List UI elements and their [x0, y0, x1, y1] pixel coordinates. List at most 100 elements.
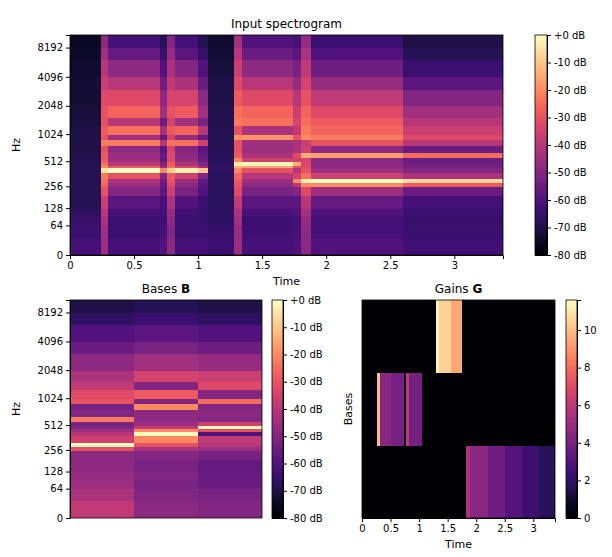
cell [160, 153, 168, 159]
cell [311, 139, 404, 146]
cell [403, 106, 503, 118]
cell [198, 35, 209, 48]
cell [108, 238, 160, 255]
cell [311, 106, 404, 118]
cell [101, 186, 109, 196]
cell [293, 139, 301, 146]
cell [234, 168, 242, 173]
panel: 00.511.522.53Gains GTimeBases0246810 [342, 282, 597, 551]
cell [470, 300, 488, 373]
tick-label: 6 [584, 400, 590, 411]
cell [70, 450, 135, 460]
cell [293, 35, 301, 48]
tick-label: 8192 [38, 42, 63, 53]
tick-mark [419, 518, 420, 522]
cell [175, 238, 199, 255]
cell [101, 146, 109, 154]
cell [108, 161, 160, 165]
cell [198, 501, 262, 518]
cell [403, 125, 503, 135]
cell [403, 134, 503, 140]
cell [70, 442, 135, 446]
cell [403, 139, 503, 146]
cell [70, 479, 135, 489]
title: Bases B [142, 282, 190, 296]
cell [70, 106, 101, 118]
cell [311, 186, 404, 196]
cell [70, 341, 135, 354]
cell [403, 161, 503, 165]
tick-mark [547, 90, 551, 91]
cell [160, 139, 168, 146]
cell [70, 118, 101, 126]
cell [403, 172, 503, 179]
cell [208, 225, 234, 238]
cell [234, 153, 242, 159]
cell [175, 208, 199, 216]
tick-mark [66, 398, 70, 399]
cell [198, 312, 262, 325]
cell [242, 186, 294, 196]
cell [198, 172, 209, 179]
cell [403, 208, 503, 216]
tick-mark [66, 208, 70, 209]
cell [167, 158, 175, 162]
tick-mark [66, 425, 70, 426]
cell [101, 139, 109, 146]
tick-mark [66, 225, 70, 226]
tick-label: 4096 [38, 72, 63, 83]
cell [70, 134, 101, 140]
cell [242, 182, 294, 187]
cell [198, 459, 262, 472]
cell [101, 77, 109, 90]
cell [466, 445, 471, 518]
cell [403, 216, 503, 226]
tick: -80 dB [283, 513, 323, 524]
cell [208, 35, 234, 48]
cell [505, 300, 523, 373]
cell [167, 134, 175, 140]
tick-mark [547, 173, 551, 174]
cell [108, 125, 160, 135]
cell [160, 89, 168, 106]
cell [462, 300, 467, 373]
cell [70, 417, 135, 423]
cell [208, 60, 234, 78]
cell [403, 238, 503, 255]
cell [311, 196, 404, 209]
cell [101, 179, 109, 183]
tick-label: 3 [452, 260, 458, 271]
cell [234, 196, 242, 209]
cell [198, 60, 209, 78]
cell [301, 146, 312, 154]
cell [134, 389, 199, 399]
tick-mark [547, 255, 551, 256]
tick: -10 dB [283, 322, 323, 333]
tick-label: 2048 [38, 100, 63, 111]
cell [134, 431, 199, 436]
cell [108, 225, 160, 238]
cell [403, 153, 503, 159]
cell [293, 179, 301, 183]
axis-line [66, 301, 71, 519]
tick-label: 1024 [38, 129, 63, 140]
tick-label: +0 dB [290, 295, 321, 306]
cell [539, 445, 555, 518]
cell [422, 373, 437, 446]
cell [505, 445, 523, 518]
cell [403, 225, 503, 238]
cell [101, 161, 109, 165]
cell [301, 225, 312, 238]
cell [198, 341, 262, 354]
tick: 1024 [38, 129, 70, 140]
cell [409, 445, 423, 518]
tick: 512 [44, 156, 70, 167]
y-axis-title: Hz [10, 138, 23, 152]
tick-label: 1024 [38, 393, 63, 404]
cell [70, 382, 135, 390]
tick-label: 2 [324, 260, 330, 271]
tick: 64 [50, 220, 70, 231]
cell [160, 125, 168, 135]
cell [70, 353, 135, 370]
cell [242, 225, 294, 238]
